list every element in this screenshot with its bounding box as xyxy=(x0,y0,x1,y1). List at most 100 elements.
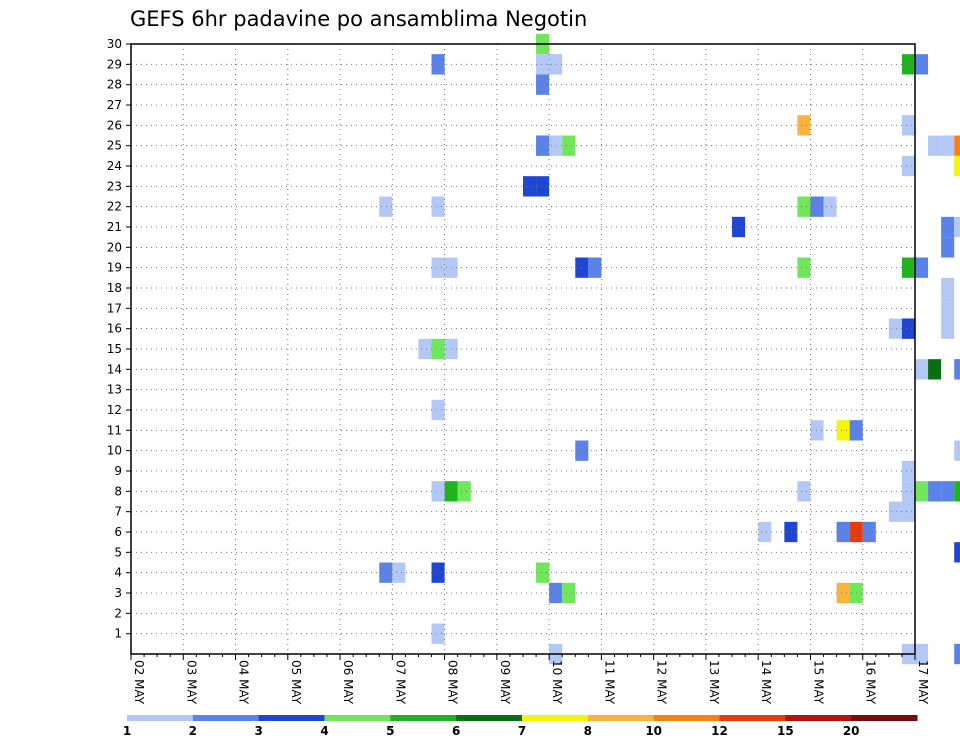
y-tick-label: 4 xyxy=(114,566,122,580)
x-tick-label: 13 MAY xyxy=(707,660,721,705)
x-tick-label: 09 MAY xyxy=(498,660,512,705)
precip-cell xyxy=(928,481,942,502)
x-tick-label: 10 MAY xyxy=(550,660,564,705)
colorbar-label: 15 xyxy=(777,724,794,738)
colorbar-swatch xyxy=(456,715,523,721)
y-tick-label: 9 xyxy=(114,464,122,478)
y-tick-label: 2 xyxy=(114,606,122,620)
y-tick-label: 8 xyxy=(114,484,122,498)
precip-cell xyxy=(901,257,915,278)
y-tick-label: 5 xyxy=(114,545,122,559)
x-tick-label: 14 MAY xyxy=(759,660,773,705)
colorbar-label: 2 xyxy=(189,724,197,738)
precip-cell xyxy=(941,277,955,299)
precip-cell xyxy=(431,54,445,75)
precip-cell xyxy=(797,115,811,136)
precip-cell xyxy=(823,196,837,217)
y-tick-label: 11 xyxy=(107,423,122,437)
precip-cell xyxy=(457,481,471,502)
x-tick-label: 17 MAY xyxy=(916,660,930,705)
precip-cell xyxy=(941,481,955,502)
precip-cell xyxy=(431,338,445,360)
precip-cell xyxy=(549,54,563,75)
precip-cell xyxy=(954,481,960,502)
y-tick-label: 21 xyxy=(107,220,122,234)
precip-cell xyxy=(901,481,915,502)
colorbar-label: 12 xyxy=(711,724,728,738)
precip-cell xyxy=(901,460,915,482)
precip-cell xyxy=(431,481,445,502)
colorbar-label: 6 xyxy=(452,724,460,738)
precip-cell xyxy=(941,216,955,238)
plot-frame xyxy=(130,43,916,655)
precip-cell xyxy=(562,135,576,156)
x-tick-label: 12 MAY xyxy=(655,660,669,705)
precip-cell xyxy=(379,196,393,217)
precip-cell xyxy=(588,257,602,278)
precip-cell xyxy=(523,176,537,197)
y-tick-label: 22 xyxy=(107,200,122,214)
y-tick-label: 19 xyxy=(107,261,122,275)
precip-cell xyxy=(928,135,942,156)
precip-cell xyxy=(536,135,550,156)
precip-cell xyxy=(954,359,960,380)
colorbar-label: 20 xyxy=(843,724,860,738)
precip-cell xyxy=(862,521,876,543)
precip-cell xyxy=(836,521,850,543)
colorbar-swatch xyxy=(719,715,786,721)
precip-cell xyxy=(915,359,929,380)
precip-cell xyxy=(954,155,960,177)
y-tick-label: 3 xyxy=(114,586,122,600)
precip-cell xyxy=(836,582,850,604)
precip-cell xyxy=(941,135,955,156)
y-tick-label: 10 xyxy=(107,444,122,458)
precip-cell xyxy=(797,196,811,217)
y-tick-label: 29 xyxy=(107,57,122,71)
precip-cell xyxy=(549,135,563,156)
colorbar-swatch xyxy=(522,715,589,721)
precip-cell xyxy=(888,501,902,522)
precip-cell xyxy=(901,155,915,177)
y-tick-label: 28 xyxy=(107,78,122,92)
colorbar-swatch xyxy=(258,715,325,721)
precip-cell xyxy=(954,216,960,238)
colorbar-label: 1 xyxy=(123,724,131,738)
x-tick-label: 11 MAY xyxy=(602,660,616,705)
precip-cell xyxy=(549,582,563,604)
precip-cell xyxy=(392,562,406,583)
colorbar-swatch xyxy=(653,715,720,721)
x-tick-label: 05 MAY xyxy=(289,660,303,705)
x-tick-label: 06 MAY xyxy=(341,660,355,705)
y-tick-label: 23 xyxy=(107,179,122,193)
precip-cell xyxy=(941,318,955,339)
precip-cell xyxy=(536,74,550,95)
y-tick-label: 13 xyxy=(107,383,122,397)
precip-cell xyxy=(431,257,445,278)
y-tick-label: 15 xyxy=(107,342,122,356)
colorbar-label: 8 xyxy=(584,724,592,738)
y-tick-label: 30 xyxy=(107,37,122,51)
y-tick-label: 7 xyxy=(114,505,122,519)
precip-cell xyxy=(901,318,915,339)
precip-cell xyxy=(901,54,915,75)
precip-cell xyxy=(954,440,960,461)
precip-cell xyxy=(431,623,445,644)
y-axis: 1234567891011121314151617181920212223242… xyxy=(107,37,131,641)
colorbar-label: 5 xyxy=(386,724,394,738)
y-tick-label: 12 xyxy=(107,403,122,417)
y-tick-label: 25 xyxy=(107,139,122,153)
precip-cell xyxy=(915,643,929,665)
precip-cell xyxy=(901,501,915,522)
x-tick-label: 04 MAY xyxy=(237,660,251,705)
precip-cell xyxy=(758,521,772,543)
x-tick-label: 07 MAY xyxy=(393,660,407,705)
colorbar-swatch xyxy=(324,715,391,721)
colorbar-label: 4 xyxy=(320,724,328,738)
colorbar-swatch xyxy=(192,715,260,721)
x-tick-label: 15 MAY xyxy=(811,660,825,705)
precip-cell xyxy=(928,359,942,380)
colorbar-swatch xyxy=(390,715,457,721)
x-tick-label: 03 MAY xyxy=(184,660,198,705)
colorbar-swatch xyxy=(785,715,852,721)
